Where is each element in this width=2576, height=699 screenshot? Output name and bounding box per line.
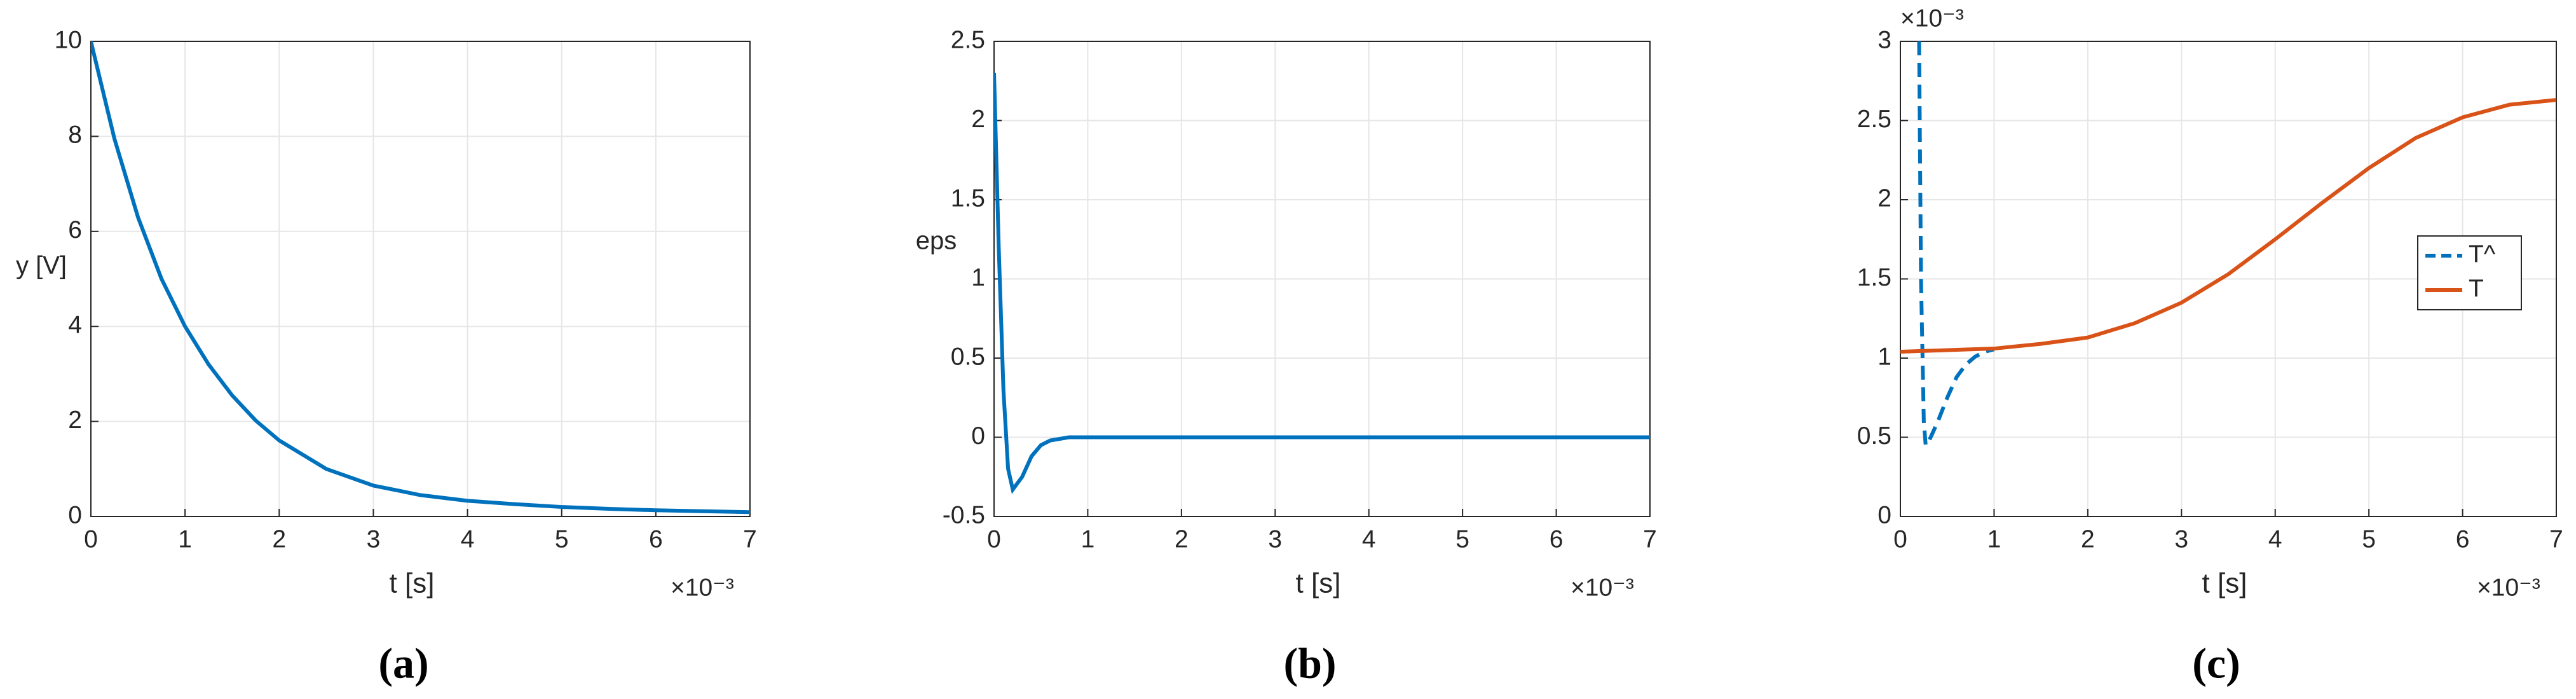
legend-label: T^ <box>2469 240 2496 268</box>
x-multiplier: ×10⁻³ <box>2477 574 2540 601</box>
x-tick-label: 0 <box>84 525 98 553</box>
y-axis-label: eps <box>916 227 957 255</box>
panel-label: (b) <box>1283 639 1336 688</box>
y-tick-label: 2 <box>971 106 985 133</box>
x-tick-label: 0 <box>1893 525 1907 553</box>
axes-box <box>993 41 1651 517</box>
y-tick-label: 6 <box>68 216 82 244</box>
x-axis-label: t [s] <box>2202 568 2247 599</box>
x-tick-label: 2 <box>272 525 286 553</box>
y-tick-label: 10 <box>55 26 82 53</box>
x-tick-label: 3 <box>367 525 381 553</box>
plot-clip <box>994 73 1650 494</box>
x-tick-label: 1 <box>1987 525 2001 553</box>
plot-clip <box>1900 41 2556 450</box>
x-tick-label: 4 <box>1362 525 1376 553</box>
x-tick-label: 3 <box>1268 525 1282 553</box>
x-tick-label: 6 <box>649 525 663 553</box>
y-tick-label: 1 <box>1877 343 1891 370</box>
y-tick-label: 0 <box>1877 501 1891 529</box>
x-tick-label: 1 <box>178 525 192 553</box>
legend-box <box>2417 235 2522 310</box>
x-tick-label: 3 <box>2174 525 2188 553</box>
y-multiplier: ×10⁻³ <box>1900 4 1964 32</box>
x-multiplier: ×10⁻³ <box>1571 574 1634 601</box>
x-tick-label: 4 <box>2268 525 2282 553</box>
y-tick-label: 1 <box>971 264 985 291</box>
y-tick-label: 0 <box>68 501 82 529</box>
x-tick-label: 1 <box>1081 525 1095 553</box>
x-axis-label: t [s] <box>1296 568 1341 599</box>
y-tick-label: -0.5 <box>943 501 985 529</box>
y-tick-label: 1.5 <box>951 184 985 212</box>
line-series <box>1917 41 1995 450</box>
panel-label: (a) <box>378 639 428 688</box>
y-tick-label: 0.5 <box>1857 422 1891 450</box>
axes-box <box>1900 41 2557 517</box>
y-tick-label: 2 <box>68 406 82 434</box>
x-tick-label: 5 <box>2362 525 2376 553</box>
plot-area <box>91 41 750 516</box>
y-tick-label: 3 <box>1877 26 1891 53</box>
y-tick-label: 0 <box>971 422 985 450</box>
y-tick-label: 4 <box>68 311 82 338</box>
panel-label: (c) <box>2192 639 2240 688</box>
x-tick-label: 6 <box>1550 525 1564 553</box>
line-series <box>91 41 750 515</box>
y-tick-label: 2.5 <box>1857 106 1891 133</box>
x-tick-label: 7 <box>1643 525 1657 553</box>
x-tick-label: 7 <box>2549 525 2563 553</box>
legend-label: T <box>2469 275 2484 302</box>
y-axis-label: y [V] <box>16 252 67 280</box>
y-tick-label: 8 <box>68 121 82 149</box>
x-multiplier: ×10⁻³ <box>671 574 734 601</box>
x-tick-label: 6 <box>2456 525 2470 553</box>
x-tick-label: 2 <box>1175 525 1189 553</box>
x-tick-label: 5 <box>1455 525 1469 553</box>
x-tick-label: 2 <box>2081 525 2095 553</box>
x-tick-label: 0 <box>987 525 1001 553</box>
axes-box <box>90 41 751 517</box>
plot-clip <box>91 41 750 515</box>
y-tick-label: 0.5 <box>951 343 985 370</box>
line-series <box>1900 98 2556 354</box>
y-tick-label: 2 <box>1877 184 1891 212</box>
y-tick-label: 1.5 <box>1857 264 1891 291</box>
x-axis-label: t [s] <box>390 568 435 599</box>
x-tick-label: 5 <box>555 525 569 553</box>
y-tick-label: 2.5 <box>951 26 985 53</box>
x-tick-label: 4 <box>461 525 475 553</box>
x-tick-label: 7 <box>743 525 757 553</box>
line-series <box>994 73 1650 494</box>
